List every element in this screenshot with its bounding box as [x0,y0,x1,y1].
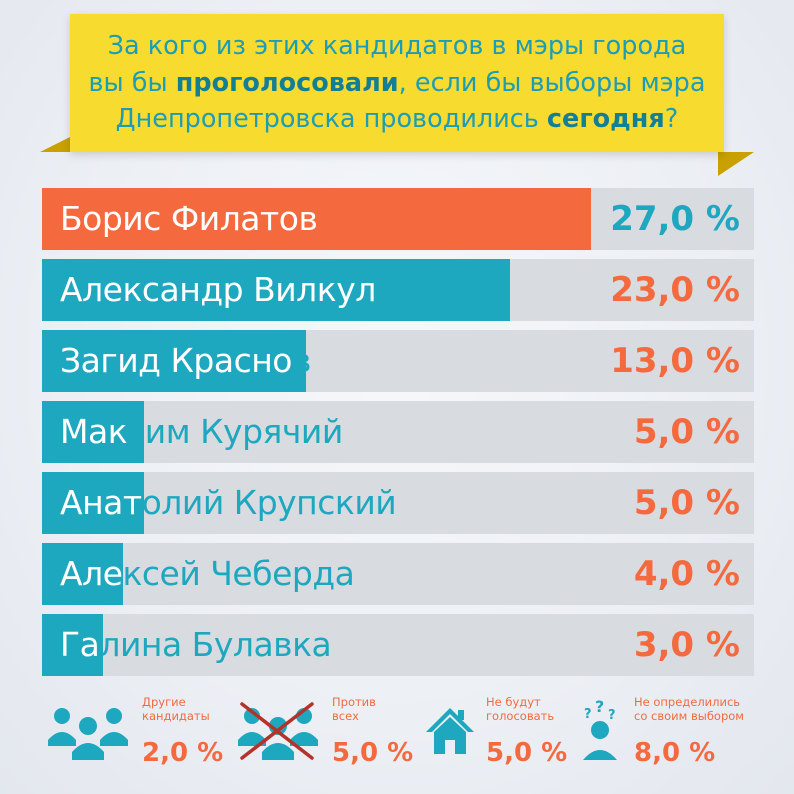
bar [42,401,144,463]
bar [42,543,123,605]
stat-will-not-vote: Не будут голосовать 5,0 % [422,690,612,786]
other-answers: Другие кандидаты 2,0 % Против всех 5,0 % [36,690,776,786]
bar-row: Александр Вилкул 23,0 % [42,259,754,321]
stat-against-all: Против всех 5,0 % [232,690,422,786]
question-line-3-post: ? [664,104,679,135]
bar-label: Анатолий Крупский [60,472,397,534]
svg-text:?: ? [608,708,616,723]
bar [42,188,591,250]
stat-label: Против всех [332,695,376,723]
bar-row: Анатолий Крупский 5,0 % [42,472,754,534]
stat-undecided: ? ? ? Не определились со своим выбором 8… [580,690,770,786]
bar-label-inside: Га [60,625,100,664]
stat-label-line2: всех [332,709,359,723]
bar-row: Максим Курячий 5,0 % [42,401,754,463]
ribbon-tail-left [40,134,76,152]
bar-label-inside: Александр Вилкул [60,270,376,309]
confused-person-icon: ? ? ? [583,700,617,760]
stat-value: 8,0 % [634,738,716,768]
stat-label-line1: Другие [142,695,186,709]
stat-value: 2,0 % [142,738,224,768]
stat-other-candidates: Другие кандидаты 2,0 % [42,690,232,786]
bar-value-label: 4,0 % [633,554,740,594]
bar-label-inside: Але [60,554,123,593]
bar-label: Галина Булавка [60,614,332,676]
ribbon-tail-right [718,152,754,176]
stat-label-line1: Не определились [634,695,741,709]
bar-value-label: 3,0 % [633,625,740,665]
bar-label-inside: Загид Красно [60,341,292,380]
question-line-1: За кого из этих кандидатов в мэры города [107,30,687,61]
crossed-group-icon [238,702,318,760]
bar-value-label: 5,0 % [633,412,740,452]
svg-text:?: ? [595,700,604,716]
question-line-2-post: , если бы выборы мэра [398,67,706,98]
bar [42,330,306,392]
header-banner: За кого из этих кандидатов в мэры города… [40,14,754,176]
bar-label-outside: лина Булавка [99,625,332,664]
bar-label-outside: олий Крупский [141,483,397,522]
bar-value-label: 5,0 % [633,483,740,523]
bar-label: Загид Краснов [60,330,311,392]
bar [42,259,510,321]
svg-text:?: ? [584,707,592,722]
bar-label: Алексей Чеберда [60,543,355,605]
bar-row: Галина Булавка 3,0 % [42,614,754,676]
bar-value-label: 27,0 % [610,199,740,239]
bar-value-label: 23,0 % [610,270,740,310]
stat-value: 5,0 % [486,738,568,768]
bar-row: Алексей Чеберда 4,0 % [42,543,754,605]
bar-value-label: 13,0 % [610,341,740,381]
stat-label-line1: Против [332,695,376,709]
question-line-3-bold: сегодня [546,104,665,135]
bar-label-outside: сим Курячий [127,412,343,451]
stat-label-line2: голосовать [486,709,555,723]
candidates-bar-chart: Борис Филатов 27,0 % Александр Вилкул 23,0 … [42,188,754,685]
stat-label: Не будут голосовать [486,695,554,723]
stat-label-line1: Не будут [486,695,541,709]
bar-label: Александр Вилкул [60,259,376,321]
question-banner: За кого из этих кандидатов в мэры города… [70,14,724,152]
stat-value: 5,0 % [332,738,414,768]
bar-label-outside: в [291,341,311,380]
bar-row: Загид Краснов 13,0 % [42,330,754,392]
stat-label-line2: со своим выбором [634,709,744,723]
bar-label-inside: Мак [60,412,128,451]
bar-label: Максим Курячий [60,401,343,463]
house-icon [426,708,474,754]
question-line-2-bold: проголосовали [175,67,399,98]
stat-label: Не определились со своим выбором [634,695,744,723]
bar-label-inside: Анат [60,483,142,522]
question-line-3-pre: Днепропетровска проводились [115,104,547,135]
question-text: За кого из этих кандидатов в мэры города… [88,28,705,139]
question-line-2-pre: вы бы [88,67,176,98]
stat-label: Другие кандидаты [142,695,210,723]
bar [42,614,103,676]
group-icon [48,708,128,760]
stat-label-line2: кандидаты [142,709,210,723]
bar [42,472,144,534]
bar-label-outside: ксей Чеберда [122,554,355,593]
bar-row: Борис Филатов 27,0 % [42,188,754,250]
bar-label: Борис Филатов [60,199,318,238]
